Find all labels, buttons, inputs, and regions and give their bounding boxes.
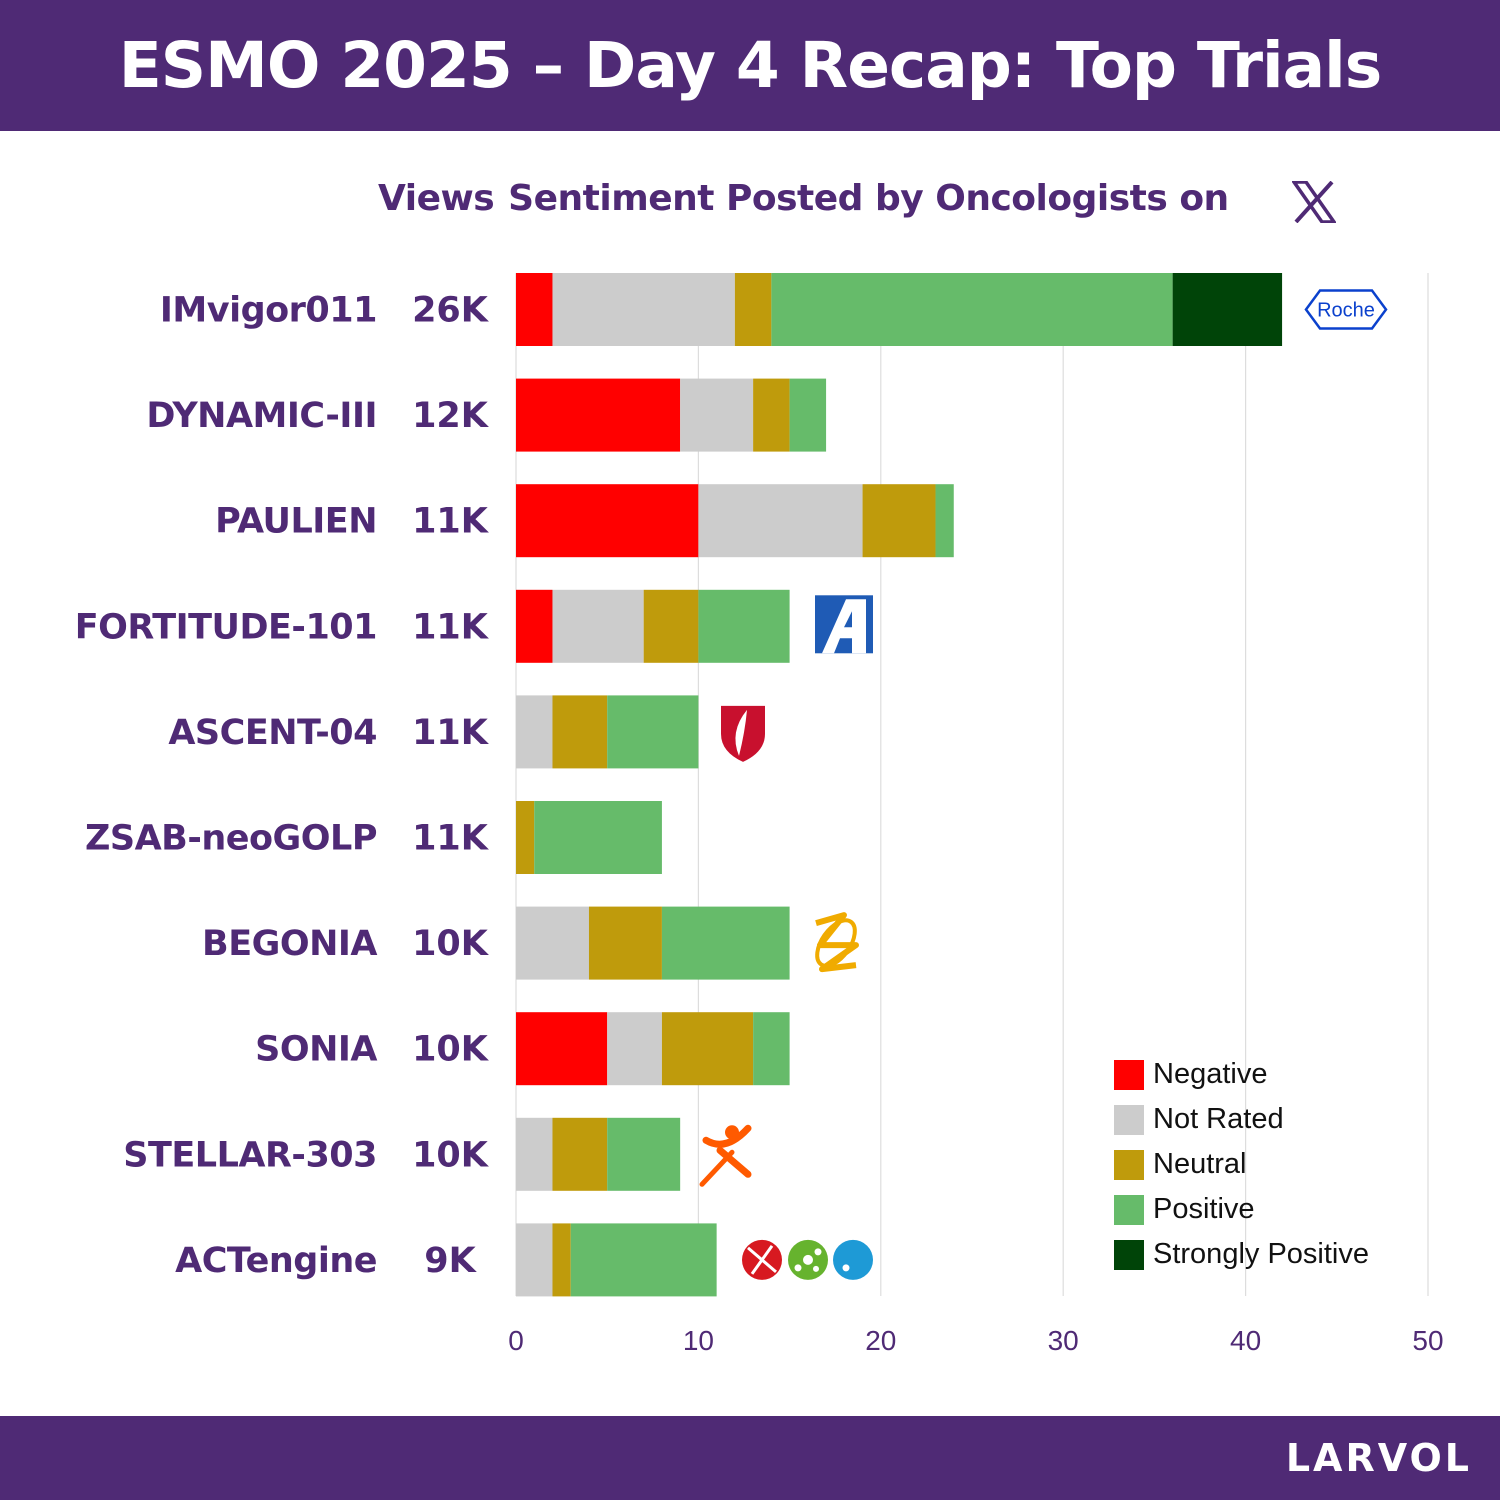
views-label: 11K xyxy=(412,819,490,859)
bar-segment-negative xyxy=(516,589,553,663)
x-tick-label: 50 xyxy=(1412,1325,1443,1356)
trial-name-label: DYNAMIC-III xyxy=(146,396,377,436)
bar-segment-not-rated xyxy=(516,1117,553,1191)
legend-swatch xyxy=(1114,1239,1144,1270)
legend-label: Negative xyxy=(1153,1058,1268,1090)
x-axis-ticks: 0 10 20 30 40 50 xyxy=(508,1325,1443,1356)
bars xyxy=(516,273,1283,1297)
x-tick-label: 20 xyxy=(865,1325,896,1356)
bar-segment-positive xyxy=(771,273,1173,346)
header-bar: ESMO 2025 – Day 4 Recap: Top Trials xyxy=(0,0,1500,131)
sponsor-logos: Roche xyxy=(699,289,1388,1280)
bar-segment-not-rated xyxy=(552,589,644,663)
bar-segment-not-rated xyxy=(552,273,735,346)
legend-item: Positive xyxy=(1114,1187,1369,1232)
views-label: 10K xyxy=(412,1135,490,1175)
exelixis-logo xyxy=(699,1124,752,1187)
legend: Negative Not Rated Neutral Positive Strongly… xyxy=(1114,1052,1369,1277)
trial-name-label: FORTITUDE-101 xyxy=(75,607,377,647)
bar-segment-strongly-positive xyxy=(1172,273,1283,346)
bar-segment-not-rated xyxy=(516,906,589,980)
bar-segment-positive xyxy=(534,801,662,874)
bar-segment-positive xyxy=(789,378,827,452)
x-tick-label: 0 xyxy=(508,1325,524,1356)
bar-segment-negative xyxy=(516,484,699,558)
larvol-brand: LARVOL xyxy=(1285,1436,1472,1480)
legend-item: Negative xyxy=(1114,1052,1369,1097)
bar-segment-neutral xyxy=(862,484,936,558)
bar-segment-positive xyxy=(570,1223,717,1297)
legend-label: Neutral xyxy=(1153,1148,1247,1180)
bar-segment-neutral xyxy=(552,695,608,769)
gilead-shield-logo xyxy=(721,705,765,762)
views-label: 10K xyxy=(412,924,490,964)
bar-segment-not-rated xyxy=(516,695,553,769)
bar-segment-not-rated xyxy=(698,484,863,558)
sentiment-bar-chart: IMvigor011 26K DYNAMIC-III 12K PAULIEN 11K FOR… xyxy=(75,273,1444,1356)
views-label: 11K xyxy=(412,607,490,647)
bar-segment-positive xyxy=(698,589,790,663)
row-labels: IMvigor011 26K DYNAMIC-III 12K PAULIEN 11K FOR… xyxy=(75,291,490,1281)
legend-swatch xyxy=(1114,1194,1144,1225)
legend-item: Strongly Positive xyxy=(1114,1232,1369,1277)
page-title: ESMO 2025 – Day 4 Recap: Top Trials xyxy=(118,29,1382,102)
bar-segment-neutral xyxy=(588,906,662,980)
legend-item: Not Rated xyxy=(1114,1097,1369,1142)
bar-segment-positive xyxy=(753,1012,790,1086)
legend-swatch xyxy=(1114,1104,1144,1135)
bar-segment-negative xyxy=(516,378,681,452)
bar-segment-positive xyxy=(607,695,699,769)
bar-segment-neutral xyxy=(661,1012,754,1086)
bar-segment-neutral xyxy=(734,273,772,346)
a-logo xyxy=(815,595,873,654)
bar-segment-neutral xyxy=(552,1117,608,1191)
x-tick-label: 10 xyxy=(683,1325,714,1356)
svg-text:Roche: Roche xyxy=(1317,300,1375,322)
bar-segment-neutral xyxy=(753,378,790,452)
legend-label: Positive xyxy=(1153,1193,1255,1225)
x-tick-label: 30 xyxy=(1048,1325,1079,1356)
legend-label: Strongly Positive xyxy=(1153,1238,1369,1270)
astrazeneca-logo xyxy=(815,912,859,973)
bar-segment-negative xyxy=(516,273,553,346)
views-label: 12K xyxy=(412,396,490,436)
trial-name-label: PAULIEN xyxy=(215,502,377,542)
bar-segment-neutral xyxy=(516,801,535,874)
legend-label: Not Rated xyxy=(1153,1103,1284,1135)
bar-segment-positive xyxy=(661,906,790,980)
trial-name-label: ACTengine xyxy=(175,1241,377,1281)
views-label: 11K xyxy=(412,713,490,753)
trial-name-label: STELLAR-303 xyxy=(123,1135,377,1175)
actengine-partner-logos xyxy=(742,1239,873,1280)
views-column-label: Views xyxy=(378,178,495,219)
roche-logo: Roche xyxy=(1304,289,1388,330)
bar-segment-positive xyxy=(607,1117,681,1191)
bar-segment-not-rated xyxy=(680,378,754,452)
bar-segment-neutral xyxy=(643,589,699,663)
trial-name-label: ASCENT-04 xyxy=(168,713,377,753)
views-label: 26K xyxy=(412,291,490,331)
trial-name-label: SONIA xyxy=(255,1030,377,1070)
x-icon xyxy=(1292,181,1336,223)
views-label: 11K xyxy=(412,502,490,542)
bar-segment-not-rated xyxy=(607,1012,662,1086)
trial-name-label: ZSAB-neoGOLP xyxy=(85,819,377,859)
bar-segment-neutral xyxy=(552,1223,571,1297)
bar-segment-negative xyxy=(516,1012,608,1086)
trial-name-label: BEGONIA xyxy=(202,924,377,964)
chart-subtitle: Views Sentiment Posted by Oncologists on xyxy=(378,178,1243,219)
sentiment-label: Sentiment Posted by Oncologists on xyxy=(508,178,1229,219)
bar-segment-positive xyxy=(935,484,954,558)
legend-swatch xyxy=(1114,1149,1144,1180)
legend-item: Neutral xyxy=(1114,1142,1369,1187)
views-label: 9K xyxy=(424,1241,477,1281)
trial-name-label: IMvigor011 xyxy=(160,291,377,331)
views-label: 10K xyxy=(412,1030,490,1070)
x-tick-label: 40 xyxy=(1230,1325,1261,1356)
footer-bar: LARVOL xyxy=(0,1416,1500,1500)
legend-swatch xyxy=(1114,1059,1144,1090)
bar-segment-not-rated xyxy=(516,1223,553,1297)
